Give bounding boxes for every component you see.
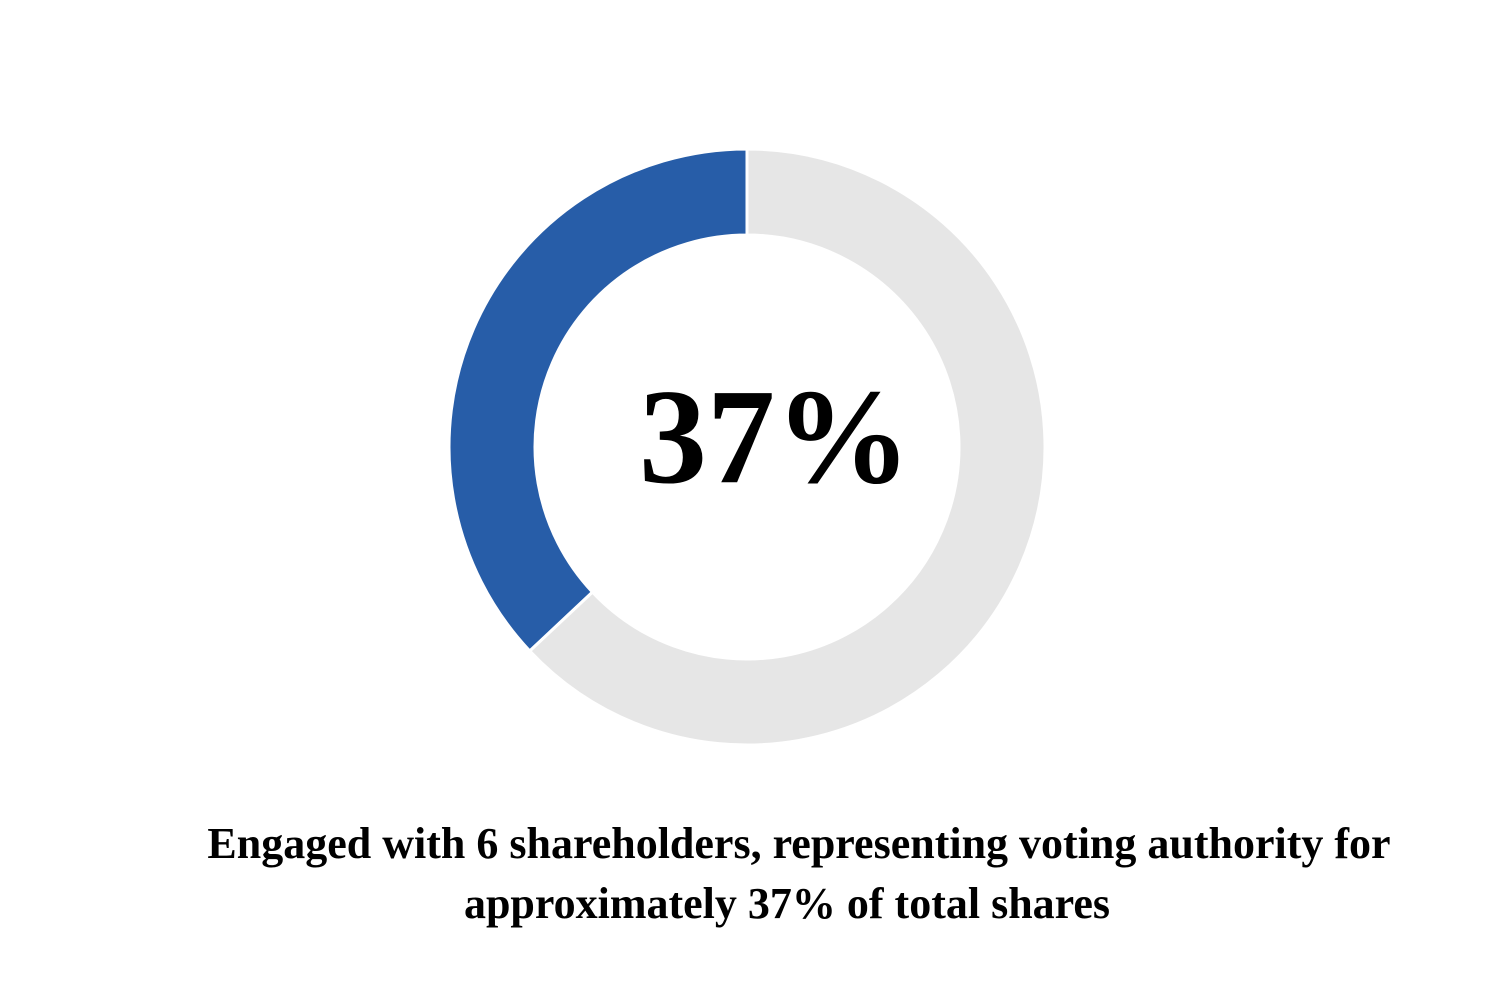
caption-line: Engaged with 6 shareholders, representin…: [207, 819, 1390, 868]
donut: [447, 147, 1047, 747]
center-label: 37%: [639, 362, 911, 512]
donut-slice: [447, 147, 749, 654]
caption-line: approximately 37% of total shares: [464, 879, 1110, 928]
donut-slice: [527, 147, 1047, 747]
